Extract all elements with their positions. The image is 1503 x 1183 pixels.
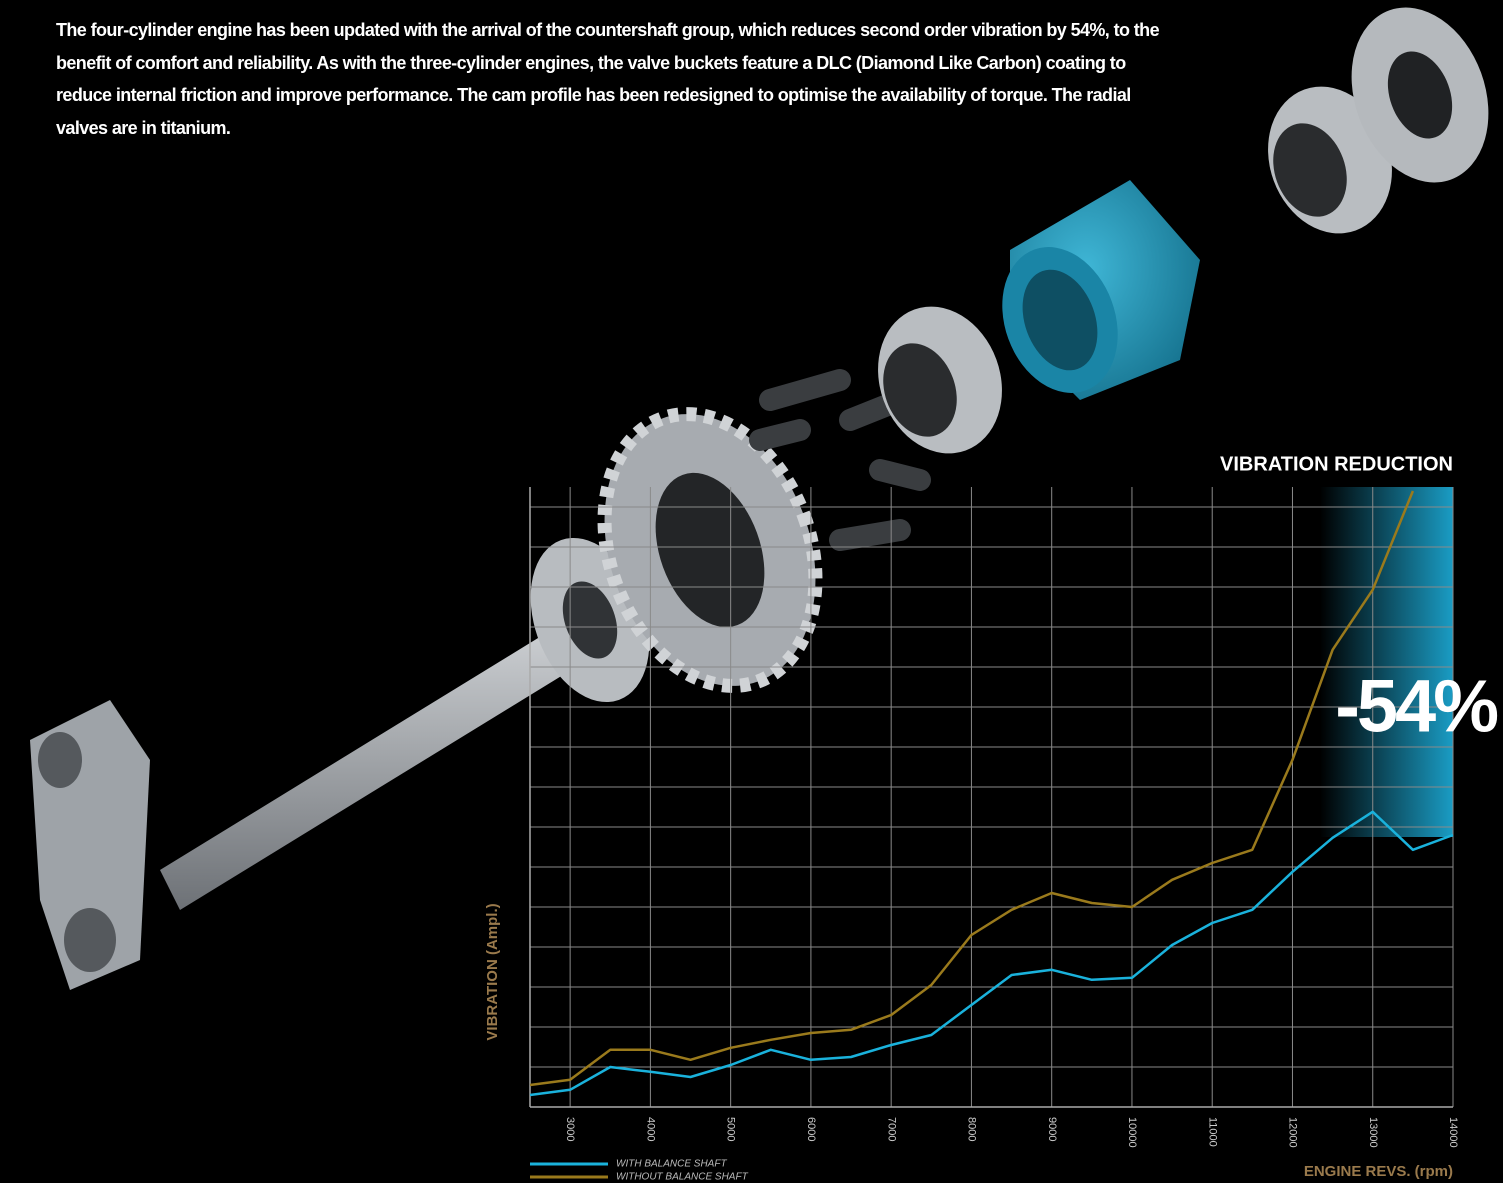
x-tick-label: 10000 [1126,1117,1138,1148]
x-tick-label: 6000 [805,1117,817,1141]
x-tick-label: 14000 [1447,1117,1459,1148]
x-tick-label: 4000 [644,1117,656,1141]
chart: 3000 4000 5000 6000 7000 8000 9000 10000 11000 12… [0,0,1503,1183]
legend-label: WITHOUT BALANCE SHAFT [616,1172,749,1183]
x-tick-label: 9000 [1046,1117,1058,1141]
x-tick-label: 7000 [885,1117,897,1141]
reduction-highlight [1320,487,1453,837]
x-tick-label: 13000 [1367,1117,1379,1148]
x-tick-label: 12000 [1287,1117,1299,1148]
page: {"text": "The four-cylinder engine has b… [0,0,1503,1183]
x-tick-label: 5000 [725,1117,737,1141]
x-tick-label: 11000 [1206,1117,1218,1147]
y-axis-label: VIBRATION (Ampl.) [484,903,501,1040]
annotation: -54% [1335,665,1497,748]
chart-title: VIBRATION REDUCTION [1220,453,1453,475]
x-tick-label: 3000 [564,1117,576,1141]
x-tick-label: 8000 [966,1117,978,1141]
engine-illustration [30,0,1503,990]
x-axis-label: ENGINE REVS. (rpm) [1304,1163,1453,1180]
data-line [530,812,1453,1095]
legend-label: WITH BALANCE SHAFT [616,1159,727,1170]
